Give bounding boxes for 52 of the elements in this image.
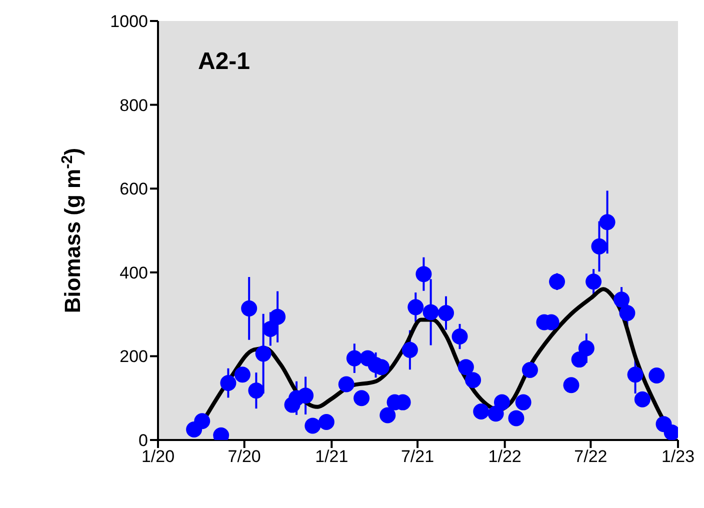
x-tick-label: 7/20 [228,447,261,466]
point [346,350,362,366]
point [304,418,321,434]
x-tick-label: 1/22 [488,447,522,466]
x-tick-label: 7/22 [574,447,608,466]
point [248,382,264,399]
point [549,274,566,290]
point [234,366,250,383]
point [408,299,424,316]
y-tick-label: 200 [120,347,148,366]
y-tick-label: 600 [120,180,148,199]
point [354,390,370,406]
point [318,414,334,430]
point [270,308,286,325]
point [422,304,439,320]
point [494,394,510,410]
point [338,376,354,392]
point [648,367,665,384]
point [194,413,210,430]
x-tick-label: 7/21 [400,447,434,466]
point [452,328,468,345]
point [241,300,258,316]
point [563,377,580,394]
x-tick-label: 1/21 [315,447,348,466]
y-tick-label: 400 [120,263,148,282]
point [627,366,644,383]
point [614,292,630,308]
point [416,266,432,282]
point [262,320,278,337]
point [515,394,532,410]
point [591,238,608,254]
point [438,305,454,322]
point [634,391,650,408]
point [619,305,636,322]
point [599,214,616,230]
y-tick-label: 1000 [110,12,148,32]
point [298,388,314,404]
point [402,342,418,358]
annotation: A2-1 [198,48,250,76]
point [380,407,396,424]
y-tick-label: 800 [120,96,148,115]
point [255,346,272,362]
point [465,372,482,388]
point [571,352,588,368]
x-tick-label: 1/23 [661,447,695,466]
point [220,375,236,392]
point [578,340,594,356]
point [458,359,474,376]
point [522,362,538,378]
point [586,274,602,290]
point [473,404,490,420]
point [508,410,524,426]
